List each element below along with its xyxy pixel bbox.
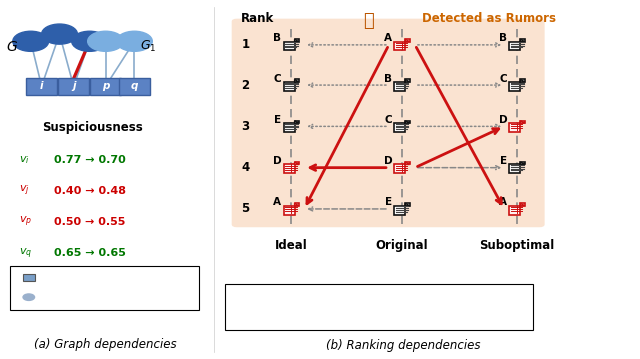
Polygon shape (248, 292, 252, 294)
Text: E: E (500, 156, 507, 166)
Text: C: C (499, 74, 507, 84)
Text: E: E (385, 197, 392, 208)
Text: Other Rumors and Normal Messages: Other Rumors and Normal Messages (261, 312, 444, 322)
Text: j: j (72, 81, 76, 91)
Circle shape (72, 31, 108, 51)
Polygon shape (394, 121, 410, 132)
Polygon shape (248, 312, 252, 314)
Polygon shape (284, 203, 299, 215)
Polygon shape (284, 39, 299, 51)
Text: $v_p$: $v_p$ (19, 215, 33, 229)
Text: 5: 5 (241, 202, 250, 215)
Text: Ideal: Ideal (275, 239, 308, 252)
Polygon shape (294, 79, 299, 82)
Text: Rumors Controlled by the Attacker: Rumors Controlled by the Attacker (261, 292, 433, 302)
Text: 0.50 → 0.55: 0.50 → 0.55 (54, 217, 126, 227)
Polygon shape (284, 121, 299, 132)
Text: Target Rumors: Target Rumors (42, 272, 114, 283)
Text: B: B (384, 74, 392, 84)
Polygon shape (405, 121, 410, 123)
Text: B: B (499, 33, 508, 43)
Text: 0.65 → 0.65: 0.65 → 0.65 (54, 248, 126, 258)
Text: Suboptimal: Suboptimal (479, 239, 555, 252)
Text: $v_i$: $v_i$ (19, 154, 30, 165)
Text: Suspiciousness: Suspiciousness (42, 121, 143, 134)
Polygon shape (394, 162, 410, 173)
Text: $G_1$: $G_1$ (140, 39, 156, 54)
Circle shape (13, 31, 49, 51)
Polygon shape (520, 79, 525, 82)
Text: A: A (499, 197, 508, 208)
Polygon shape (520, 203, 525, 206)
FancyBboxPatch shape (10, 266, 199, 310)
Polygon shape (520, 39, 525, 42)
Polygon shape (394, 79, 410, 91)
Text: $v_j$: $v_j$ (19, 184, 30, 198)
Polygon shape (294, 162, 299, 164)
Polygon shape (520, 121, 525, 123)
Text: Original: Original (376, 239, 428, 252)
Text: E: E (274, 115, 281, 125)
FancyBboxPatch shape (119, 78, 150, 95)
Polygon shape (238, 292, 252, 302)
Text: D: D (273, 156, 282, 166)
Polygon shape (509, 203, 525, 215)
Text: B: B (273, 33, 282, 43)
Text: 0.77 → 0.70: 0.77 → 0.70 (54, 155, 126, 165)
Text: C: C (384, 115, 392, 125)
Polygon shape (284, 162, 299, 173)
FancyBboxPatch shape (58, 78, 89, 95)
Polygon shape (394, 39, 410, 51)
Circle shape (116, 31, 152, 51)
Polygon shape (394, 203, 410, 215)
Text: Detected as Rumors: Detected as Rumors (422, 12, 556, 25)
Polygon shape (405, 79, 410, 82)
Text: D: D (384, 156, 392, 166)
Text: 0.40 → 0.48: 0.40 → 0.48 (54, 186, 127, 196)
Polygon shape (509, 79, 525, 91)
Text: i: i (40, 81, 44, 91)
Text: 2: 2 (241, 79, 250, 92)
Polygon shape (294, 121, 299, 123)
Polygon shape (284, 79, 299, 91)
Text: p: p (102, 81, 109, 91)
Polygon shape (238, 312, 252, 322)
Polygon shape (520, 162, 525, 164)
Text: (b) Ranking dependencies: (b) Ranking dependencies (326, 339, 481, 352)
Text: q: q (131, 81, 138, 91)
Text: 3: 3 (241, 120, 250, 133)
Text: D: D (499, 115, 508, 125)
Text: 4: 4 (241, 161, 250, 174)
Text: A: A (384, 33, 392, 43)
Circle shape (42, 24, 77, 44)
FancyBboxPatch shape (23, 274, 35, 281)
Text: 1: 1 (241, 38, 250, 51)
FancyBboxPatch shape (225, 284, 533, 330)
Text: $G$: $G$ (6, 40, 19, 53)
Text: Rank: Rank (241, 12, 275, 25)
FancyBboxPatch shape (26, 78, 57, 95)
Text: A: A (273, 197, 282, 208)
Polygon shape (294, 203, 299, 206)
Text: $v_q$: $v_q$ (19, 246, 33, 261)
Polygon shape (509, 39, 525, 51)
Polygon shape (509, 121, 525, 132)
Circle shape (88, 31, 124, 51)
Polygon shape (405, 203, 410, 206)
Text: C: C (273, 74, 281, 84)
Text: (a) Graph dependencies: (a) Graph dependencies (35, 338, 177, 351)
Polygon shape (405, 162, 410, 164)
Text: Users: Users (42, 292, 70, 302)
Polygon shape (294, 39, 299, 42)
Polygon shape (405, 39, 410, 42)
FancyBboxPatch shape (232, 19, 545, 227)
Circle shape (23, 294, 35, 300)
Text: 🔍: 🔍 (363, 12, 373, 30)
Polygon shape (509, 162, 525, 173)
FancyBboxPatch shape (90, 78, 121, 95)
